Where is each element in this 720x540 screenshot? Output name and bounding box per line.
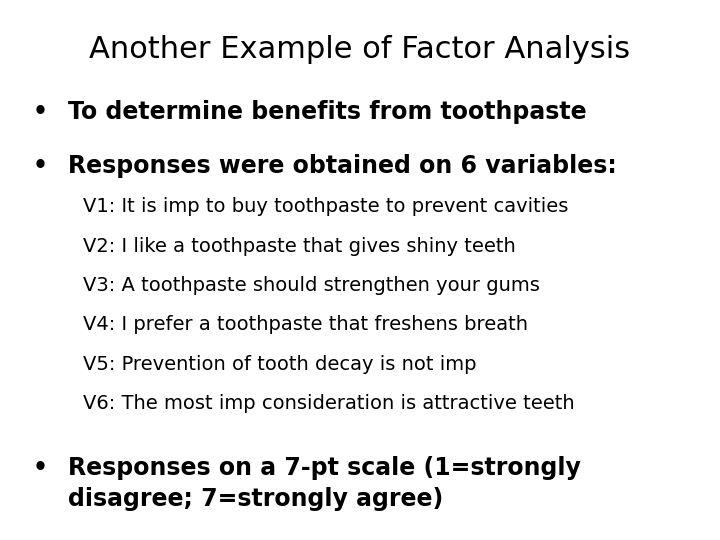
Text: •: • [32,456,48,480]
Text: •: • [32,100,48,124]
Text: Responses on a 7-pt scale (1=strongly
disagree; 7=strongly agree): Responses on a 7-pt scale (1=strongly di… [68,456,581,511]
Text: V2: I like a toothpaste that gives shiny teeth: V2: I like a toothpaste that gives shiny… [83,237,516,255]
Text: V6: The most imp consideration is attractive teeth: V6: The most imp consideration is attrac… [83,394,575,413]
Text: V3: A toothpaste should strengthen your gums: V3: A toothpaste should strengthen your … [83,276,540,295]
Text: To determine benefits from toothpaste: To determine benefits from toothpaste [68,100,587,124]
Text: V1: It is imp to buy toothpaste to prevent cavities: V1: It is imp to buy toothpaste to preve… [83,197,568,216]
Text: V4: I prefer a toothpaste that freshens breath: V4: I prefer a toothpaste that freshens … [83,315,528,334]
Text: V5: Prevention of tooth decay is not imp: V5: Prevention of tooth decay is not imp [83,355,477,374]
Text: Another Example of Factor Analysis: Another Example of Factor Analysis [89,35,631,64]
Text: Responses were obtained on 6 variables:: Responses were obtained on 6 variables: [68,154,617,178]
Text: •: • [32,154,48,178]
